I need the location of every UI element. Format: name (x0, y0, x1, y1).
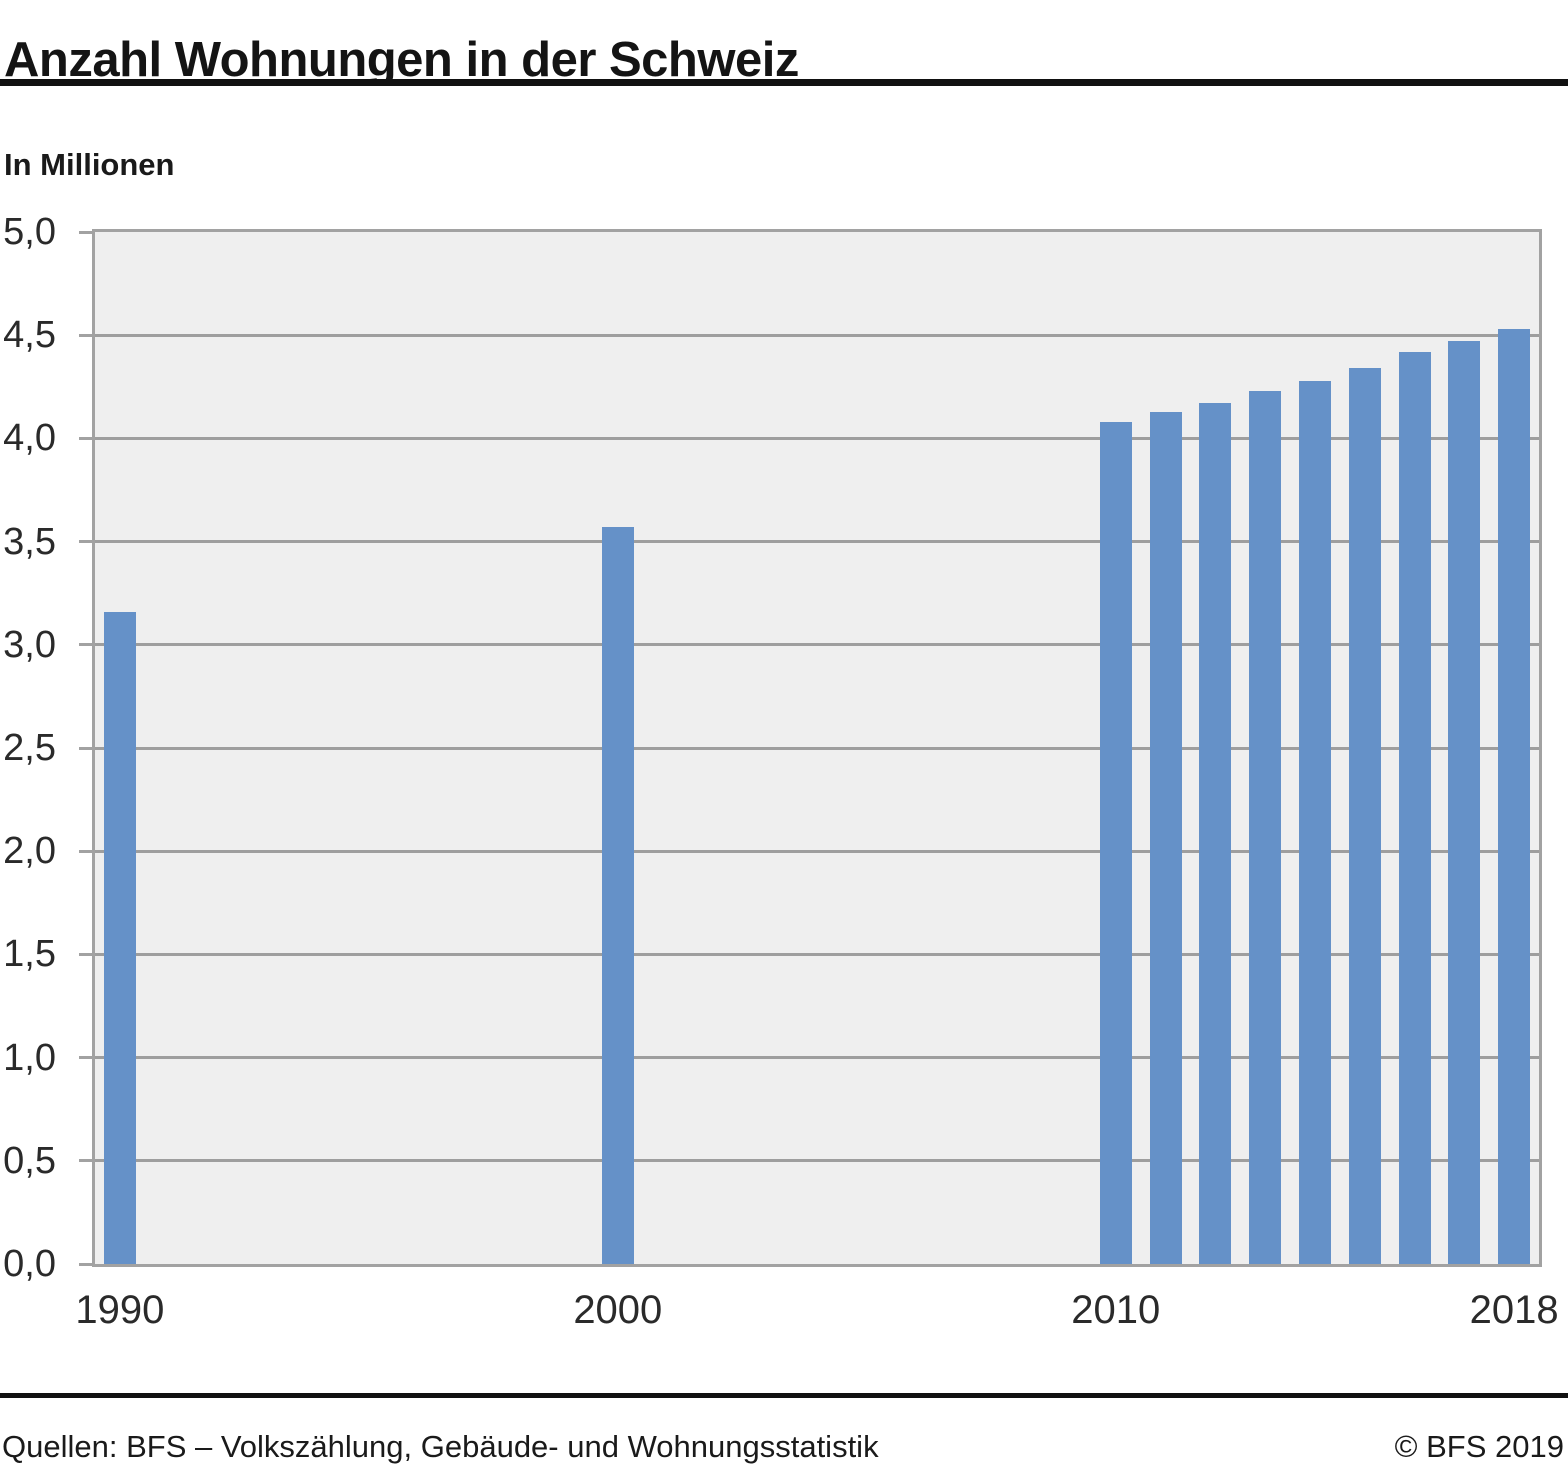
gridline (95, 333, 1539, 337)
gridline (95, 1159, 1539, 1163)
gridline (95, 952, 1539, 956)
y-tick-label: 4,5 (3, 314, 56, 357)
bar-2017 (1448, 341, 1481, 1264)
y-tick (79, 849, 92, 853)
x-tick-label: 2010 (1071, 1288, 1161, 1332)
y-tick (79, 333, 92, 337)
gridline (95, 540, 1539, 544)
gridline (95, 1056, 1539, 1060)
bar-2015 (1348, 368, 1381, 1264)
bar-1990 (103, 611, 136, 1264)
y-tick (79, 436, 92, 440)
y-tick-label: 4,0 (3, 417, 56, 460)
source-note: Quellen: BFS – Volkszählung, Gebäude- un… (2, 1429, 879, 1464)
gridline (95, 849, 1539, 853)
y-tick-label: 5,0 (3, 211, 56, 253)
y-tick (79, 540, 92, 544)
y-tick-label: 2,5 (3, 727, 56, 769)
plot-area (92, 229, 1542, 1267)
bar-2013 (1249, 390, 1282, 1264)
x-tick-label: 2000 (573, 1288, 663, 1332)
y-tick (79, 230, 92, 234)
y-tick-label: 0,0 (3, 1243, 56, 1285)
y-tick-label: 3,0 (3, 623, 56, 666)
bar-2018 (1498, 329, 1531, 1264)
y-tick-label: 2,0 (3, 830, 56, 873)
bar-2012 (1199, 403, 1232, 1264)
x-tick-label: 1990 (75, 1288, 165, 1332)
y-tick-label: 0,5 (3, 1139, 56, 1182)
bar-2010 (1099, 421, 1132, 1264)
gridline (95, 643, 1539, 647)
footer: Quellen: BFS – Volkszählung, Gebäude- un… (0, 1424, 1568, 1470)
y-tick (79, 746, 92, 750)
gridline (95, 746, 1539, 750)
gridline (95, 436, 1539, 440)
footer-divider (0, 1393, 1568, 1398)
y-tick (79, 643, 92, 647)
y-tick (79, 1056, 92, 1060)
bar-2016 (1398, 351, 1431, 1264)
y-axis-unit-label: In Millionen (4, 147, 175, 182)
y-tick-label: 3,5 (3, 520, 56, 563)
copyright-note: © BFS 2019 (1394, 1429, 1564, 1464)
bar-2014 (1298, 380, 1331, 1264)
title-divider (0, 79, 1568, 86)
y-tick (79, 1262, 92, 1266)
y-tick-label: 1,0 (3, 1036, 56, 1079)
page-title: Anzahl Wohnungen in der Schweiz (4, 32, 799, 87)
bar-2011 (1149, 411, 1182, 1264)
y-tick-label: 1,5 (3, 933, 56, 976)
y-tick (79, 952, 92, 956)
x-tick-label: 2018 (1469, 1288, 1559, 1332)
bar-2000 (601, 527, 634, 1264)
y-tick (79, 1159, 92, 1163)
